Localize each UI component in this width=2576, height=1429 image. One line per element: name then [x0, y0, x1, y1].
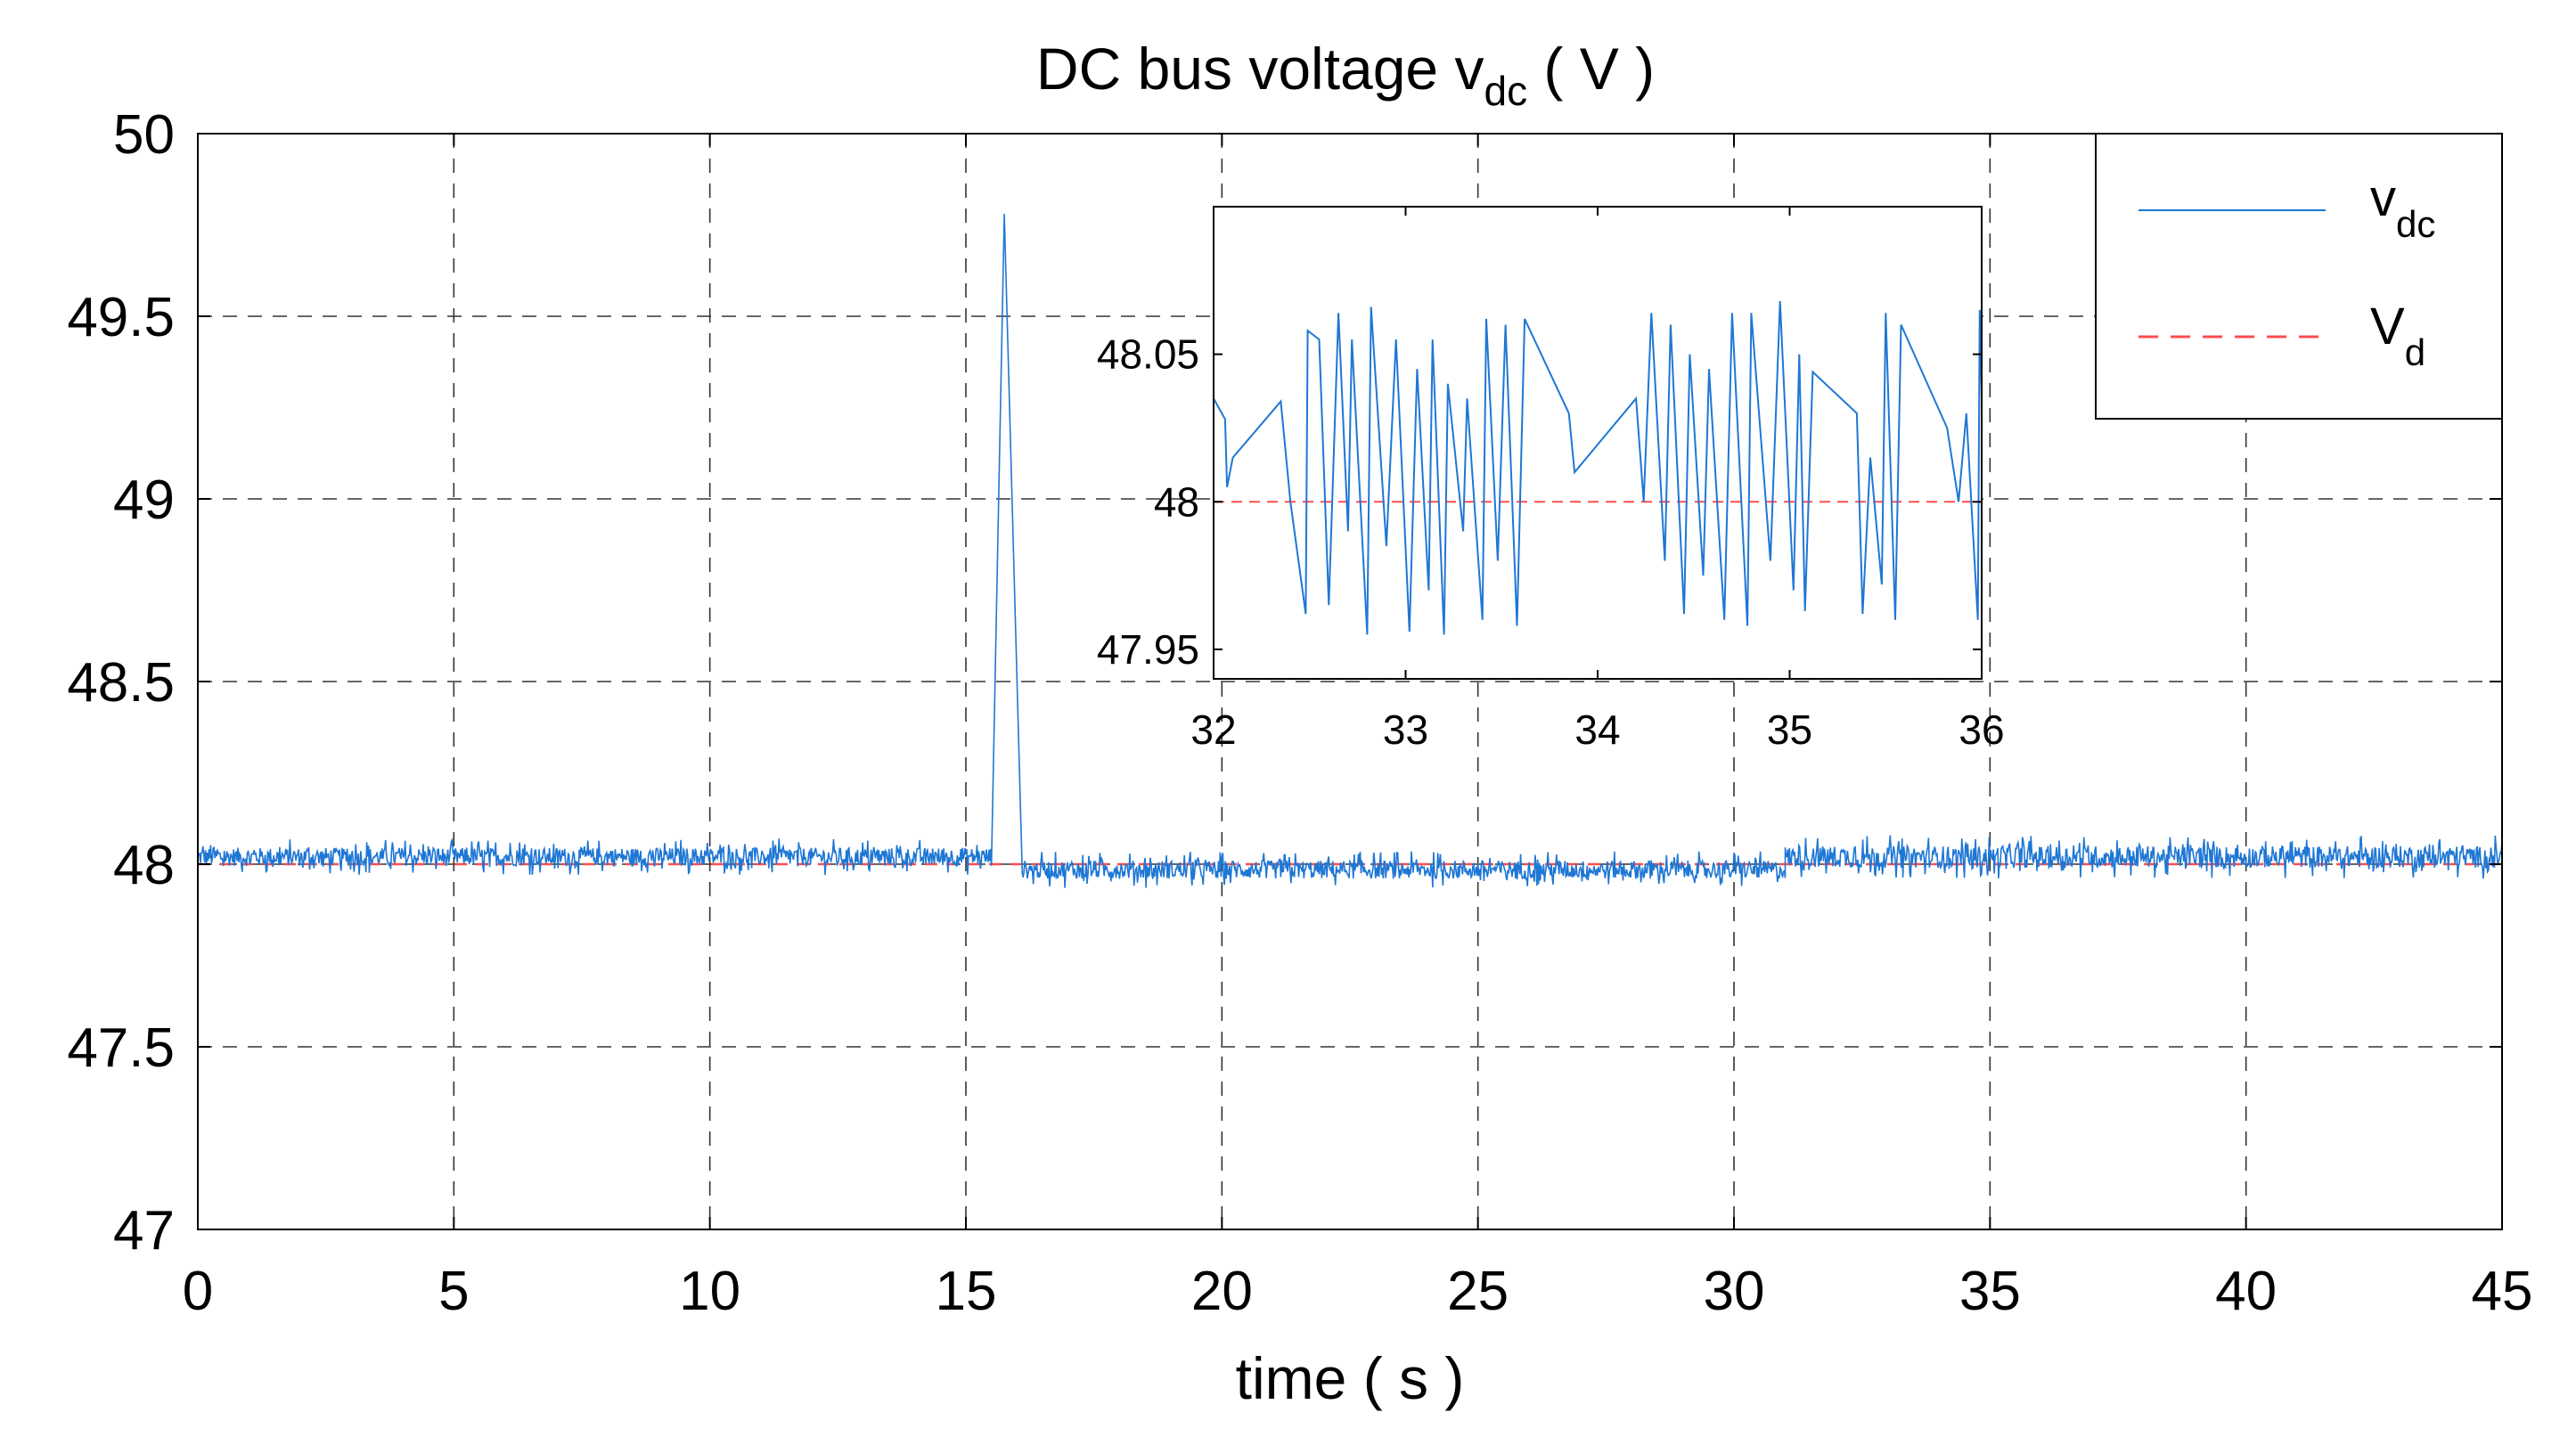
inset-y-tick-label: 48.05	[1097, 331, 1199, 378]
inset-x-tick-label: 33	[1383, 706, 1428, 753]
x-tick-label: 5	[438, 1261, 469, 1322]
x-tick-label: 10	[679, 1261, 740, 1322]
inset-vdc-series-line	[1213, 300, 1983, 635]
title-main: DC bus voltage v	[1036, 36, 1484, 102]
legend-label-vdc: vdc	[2370, 169, 2435, 245]
main-series-group	[197, 214, 2503, 888]
chart-title: DC bus voltage vdc ( V )	[1036, 36, 1655, 114]
inset-y-tick-label: 47.95	[1097, 626, 1199, 673]
x-tick-label: 15	[936, 1261, 997, 1322]
vdc-series-line	[197, 214, 2503, 888]
main-ticks: 0 5 10 15 20 25 30 35 40 45 47 47.5 48 48.5 49 49.5 50	[67, 104, 2532, 1322]
y-tick-label: 49	[113, 470, 175, 531]
legend-box	[2095, 133, 2503, 420]
y-tick-label: 50	[113, 104, 175, 166]
x-tick-label: 0	[183, 1261, 213, 1322]
x-tick-label: 30	[1704, 1261, 1765, 1322]
title-subscript: dc	[1484, 68, 1527, 114]
x-tick-label: 45	[2472, 1261, 2533, 1322]
inset-x-tick-label: 34	[1574, 706, 1620, 753]
inset-series-group	[1213, 300, 1983, 635]
inset-plot: 32 33 34 35 36 47.95 48 48.05	[1097, 206, 2005, 753]
legend: vdc Vd	[2095, 133, 2503, 420]
y-tick-label: 47.5	[67, 1017, 175, 1079]
x-tick-label: 20	[1191, 1261, 1253, 1322]
inset-x-tick-label: 36	[1959, 706, 2004, 753]
inset-x-tick-label: 35	[1767, 706, 1812, 753]
legend-label-vd: Vd	[2370, 298, 2425, 373]
x-tick-label: 35	[1959, 1261, 2021, 1322]
y-tick-label: 47	[113, 1200, 175, 1262]
y-tick-label: 48	[113, 835, 175, 896]
x-axis-label: time ( s )	[1236, 1345, 1465, 1411]
y-tick-label: 48.5	[67, 652, 175, 714]
inset-x-tick-label: 32	[1190, 706, 1236, 753]
x-tick-label: 40	[2215, 1261, 2277, 1322]
title-unit: ( V )	[1527, 36, 1655, 102]
y-tick-label: 49.5	[67, 287, 175, 348]
inset-background	[1214, 207, 1982, 679]
inset-ticks: 32 33 34 35 36 47.95 48 48.05	[1097, 207, 2005, 753]
inset-y-tick-label: 48	[1154, 478, 1199, 525]
x-tick-label: 25	[1447, 1261, 1509, 1322]
